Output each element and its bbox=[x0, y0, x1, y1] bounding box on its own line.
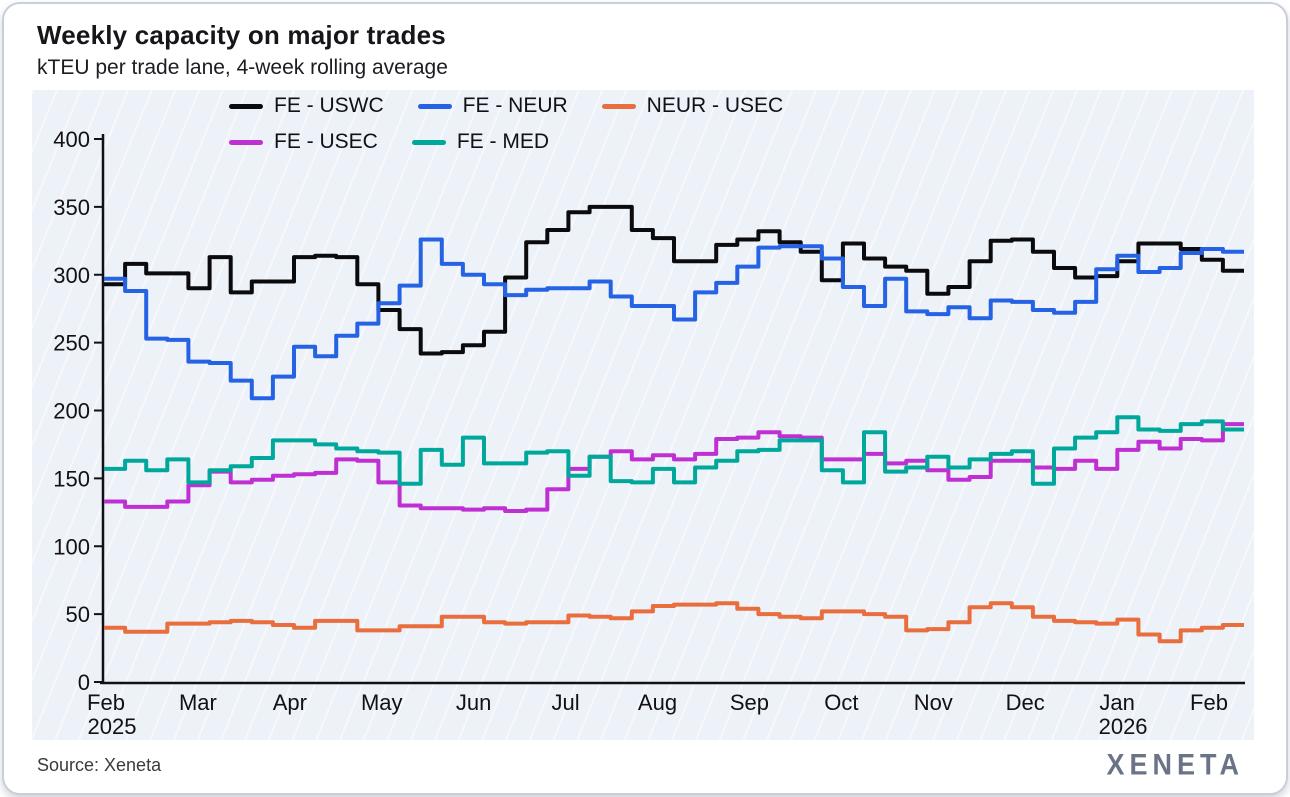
legend-row-2: FE - USEC FE - MED bbox=[229, 130, 783, 154]
legend-item-fe-uswc: FE - USWC bbox=[229, 94, 384, 118]
chart-legend: FE - USWC FE - NEUR NEUR - USEC FE - USEC FE… bbox=[229, 94, 783, 166]
legend-label: FE - USEC bbox=[274, 130, 378, 153]
series-line-neur-usec bbox=[104, 601, 1244, 644]
legend-swatch-icon bbox=[417, 103, 452, 109]
legend-swatch-icon bbox=[229, 139, 263, 145]
legend-row-1: FE - USWC FE - NEUR NEUR - USEC bbox=[229, 94, 783, 118]
legend-item-fe-usec: FE - USEC bbox=[229, 130, 378, 154]
legend-label: FE - USWC bbox=[274, 94, 384, 117]
y-tick-label: 250 bbox=[53, 331, 90, 356]
legend-swatch-icon bbox=[601, 103, 636, 109]
source-note: Source: Xeneta bbox=[37, 755, 162, 775]
plot-background bbox=[32, 90, 1254, 740]
y-tick-label: 150 bbox=[53, 466, 90, 491]
y-tick-label: 400 bbox=[53, 127, 90, 152]
series-line-fe-med bbox=[104, 415, 1244, 486]
y-tick-label: 350 bbox=[53, 195, 90, 220]
x-tick-label: May bbox=[361, 690, 403, 715]
legend-swatch-icon bbox=[229, 103, 263, 109]
xeneta-logo: XENETA bbox=[1106, 748, 1244, 782]
x-tick-label: Apr bbox=[273, 690, 307, 715]
series-line-fe-neur bbox=[104, 237, 1244, 401]
legend-item-fe-med: FE - MED bbox=[411, 130, 550, 154]
x-tick-label: Dec bbox=[1006, 690, 1045, 715]
x-tick-label: Nov bbox=[914, 690, 953, 715]
x-tick-year-label: 2025 bbox=[88, 714, 137, 739]
x-tick-label: Jun bbox=[456, 690, 491, 715]
y-tick-label: 200 bbox=[53, 399, 90, 424]
legend-item-fe-neur: FE - NEUR bbox=[417, 94, 568, 118]
y-tick-label: 50 bbox=[66, 602, 90, 627]
y-tick-label: 0 bbox=[78, 670, 90, 695]
page-subtitle: kTEU per trade lane, 4-week rolling aver… bbox=[37, 56, 448, 79]
legend-label: FE - NEUR bbox=[462, 94, 568, 117]
x-tick-label: Jan bbox=[1099, 690, 1134, 715]
x-tick-label: Feb bbox=[1190, 690, 1228, 715]
x-tick-label: Sep bbox=[730, 690, 769, 715]
x-tick-year-label: 2026 bbox=[1099, 714, 1148, 739]
x-tick-label: Oct bbox=[824, 690, 858, 715]
y-tick-label: 300 bbox=[53, 263, 90, 288]
legend-label: NEUR - USEC bbox=[646, 94, 784, 117]
x-tick-label: Feb bbox=[87, 690, 125, 715]
x-tick-label: Mar bbox=[179, 690, 217, 715]
x-tick-label: Jul bbox=[552, 690, 580, 715]
x-tick-label: Aug bbox=[638, 690, 677, 715]
y-tick-label: 100 bbox=[53, 534, 90, 559]
series-line-fe-uswc bbox=[104, 204, 1244, 356]
legend-swatch-icon bbox=[411, 139, 446, 145]
page-title: Weekly capacity on major trades bbox=[37, 20, 446, 50]
legend-item-neur-usec: NEUR - USEC bbox=[601, 94, 784, 118]
legend-label: FE - MED bbox=[456, 130, 550, 153]
